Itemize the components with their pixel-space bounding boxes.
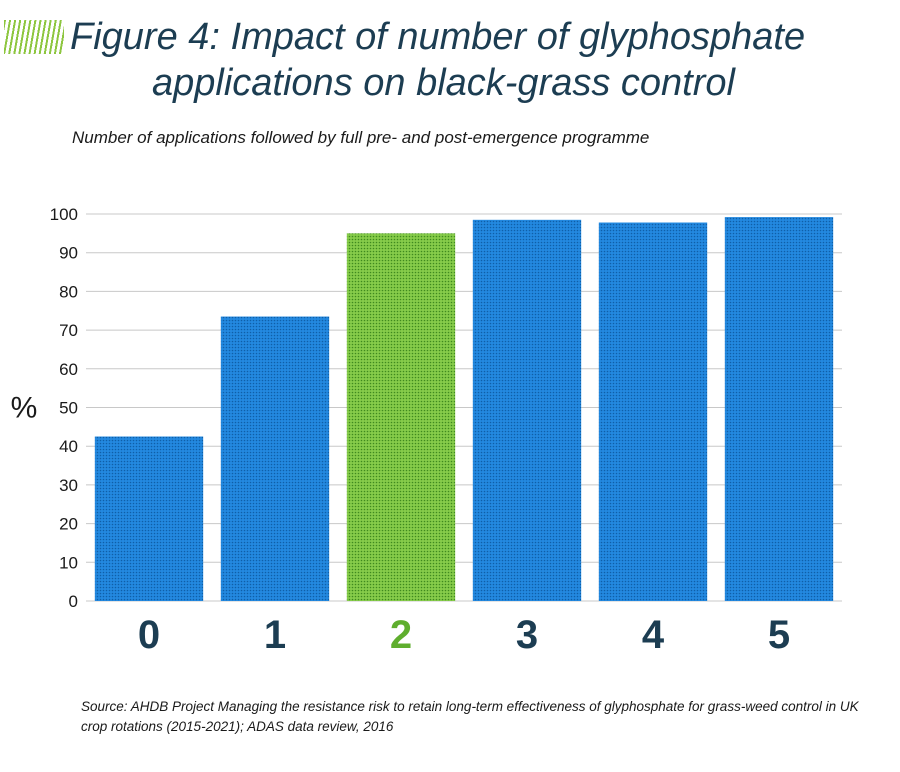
chart-subtitle: Number of applications followed by full … [72, 128, 650, 147]
y-tick-label: 40 [59, 437, 78, 456]
figure-title-line2: applications on black-grass control [152, 62, 735, 104]
y-tick-label: 50 [59, 399, 78, 418]
title-decoration [4, 20, 64, 54]
x-tick-label: 2 [390, 613, 412, 657]
x-tick-label: 5 [768, 613, 790, 657]
figure-title: Figure 4: Impact of number of glyphospha… [70, 14, 890, 106]
x-tick-label: 4 [642, 613, 665, 657]
bar-1 [220, 316, 330, 601]
x-tick-label: 1 [264, 613, 286, 657]
y-tick-label: 100 [50, 205, 78, 224]
bar-2 [346, 233, 456, 601]
y-tick-label: 90 [59, 244, 78, 263]
y-tick-label: 20 [59, 515, 78, 534]
y-tick-label: 80 [59, 282, 78, 301]
y-tick-label: 10 [59, 553, 78, 572]
figure-title-line1: Figure 4: Impact of number of glyphospha… [70, 16, 806, 58]
bar-chart: 0 10 20 30 40 50 60 70 80 90 100% 0 1 2 3 4 5 [11, 205, 842, 657]
x-tick-label: 0 [138, 613, 160, 657]
x-tick-label: 3 [516, 613, 538, 657]
source-note: Source: AHDB Project Managing the resist… [81, 699, 859, 734]
y-axis-label: % [11, 392, 38, 425]
y-tick-label: 70 [59, 321, 78, 340]
bar-3 [472, 219, 582, 601]
bar-0 [94, 436, 204, 601]
y-tick-label: 0 [69, 592, 78, 611]
bar-4 [598, 222, 708, 601]
bar-5 [724, 217, 834, 601]
y-tick-label: 60 [59, 360, 78, 379]
y-tick-label: 30 [59, 476, 78, 495]
